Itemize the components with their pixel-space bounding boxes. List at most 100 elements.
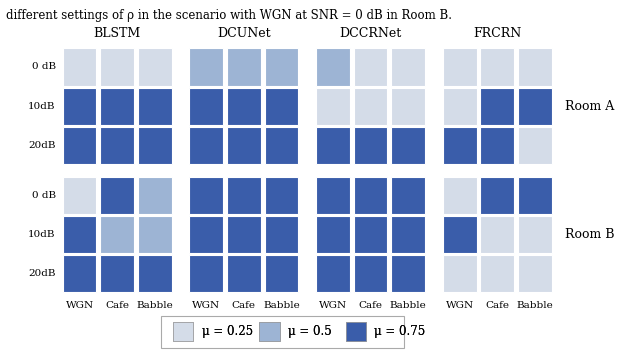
Bar [354, 88, 387, 125]
Bar [189, 255, 223, 292]
Bar [100, 177, 134, 214]
Bar [138, 88, 172, 125]
Bar [100, 255, 134, 292]
Text: 10dB: 10dB [28, 102, 56, 111]
Bar [189, 48, 223, 86]
Bar [63, 255, 97, 292]
Bar [481, 216, 514, 253]
Bar [189, 177, 223, 214]
Text: μ = 0.75: μ = 0.75 [374, 325, 426, 338]
Text: Cafe: Cafe [485, 301, 509, 310]
Bar [391, 48, 425, 86]
Text: 0 dB: 0 dB [31, 62, 56, 72]
Bar [316, 177, 350, 214]
Text: WGN: WGN [319, 301, 347, 310]
Bar [138, 127, 172, 164]
Text: Cafe: Cafe [358, 301, 383, 310]
Bar [189, 127, 223, 164]
Text: BLSTM: BLSTM [93, 27, 141, 40]
Bar [518, 88, 552, 125]
Bar [227, 216, 260, 253]
Text: 20dB: 20dB [28, 269, 56, 278]
Bar [391, 127, 425, 164]
Bar [100, 48, 134, 86]
Bar [391, 216, 425, 253]
Bar [264, 127, 298, 164]
Bar [346, 322, 366, 341]
Text: 0 dB: 0 dB [31, 191, 56, 200]
Bar [100, 88, 134, 125]
Text: μ = 0.75: μ = 0.75 [374, 325, 426, 338]
Bar [173, 322, 193, 341]
Text: Babble: Babble [516, 301, 553, 310]
FancyBboxPatch shape [161, 316, 404, 347]
Text: Cafe: Cafe [232, 301, 256, 310]
Bar [518, 48, 552, 86]
Bar [443, 255, 477, 292]
Bar [481, 127, 514, 164]
Bar [259, 322, 280, 341]
Text: Cafe: Cafe [105, 301, 129, 310]
Text: Babble: Babble [390, 301, 426, 310]
Bar [518, 177, 552, 214]
Bar [518, 127, 552, 164]
Text: Babble: Babble [263, 301, 300, 310]
Bar [227, 127, 260, 164]
Bar [63, 48, 97, 86]
Bar [391, 88, 425, 125]
Bar [354, 255, 387, 292]
Bar [264, 216, 298, 253]
Text: FRCRN: FRCRN [473, 27, 522, 40]
Text: 10dB: 10dB [28, 230, 56, 239]
Bar [391, 177, 425, 214]
Bar [354, 127, 387, 164]
Bar [518, 255, 552, 292]
Text: different settings of ρ in the scenario with WGN at SNR = 0 dB in Room B.: different settings of ρ in the scenario … [6, 9, 452, 22]
Bar [481, 48, 514, 86]
Bar [316, 48, 350, 86]
Bar [443, 177, 477, 214]
Bar [354, 48, 387, 86]
Bar [316, 255, 350, 292]
Bar [227, 255, 260, 292]
Bar [138, 48, 172, 86]
Bar [259, 322, 280, 341]
Bar [138, 255, 172, 292]
Bar [391, 255, 425, 292]
Text: WGN: WGN [445, 301, 474, 310]
Bar [316, 127, 350, 164]
Bar [63, 216, 97, 253]
Bar [63, 88, 97, 125]
Bar [100, 216, 134, 253]
Bar [189, 88, 223, 125]
Text: WGN: WGN [192, 301, 220, 310]
Bar [173, 322, 193, 341]
Bar [443, 127, 477, 164]
Bar [227, 177, 260, 214]
Bar [443, 88, 477, 125]
Bar [518, 216, 552, 253]
Bar [100, 127, 134, 164]
Bar [481, 255, 514, 292]
Text: μ = 0.5: μ = 0.5 [288, 325, 332, 338]
Text: μ = 0.25: μ = 0.25 [202, 325, 253, 338]
Bar [264, 177, 298, 214]
Text: Room A: Room A [565, 100, 614, 113]
Text: 20dB: 20dB [28, 141, 56, 150]
Text: DCCRNet: DCCRNet [339, 27, 402, 40]
Bar [316, 216, 350, 253]
Bar [227, 48, 260, 86]
Bar [138, 216, 172, 253]
Bar [227, 88, 260, 125]
Bar [346, 322, 366, 341]
Bar [63, 127, 97, 164]
Bar [264, 88, 298, 125]
Text: WGN: WGN [65, 301, 93, 310]
Bar [264, 255, 298, 292]
Bar [316, 88, 350, 125]
Text: DCUNet: DCUNet [217, 27, 271, 40]
Text: Room B: Room B [565, 228, 614, 241]
Bar [354, 177, 387, 214]
Bar [63, 177, 97, 214]
Bar [481, 177, 514, 214]
